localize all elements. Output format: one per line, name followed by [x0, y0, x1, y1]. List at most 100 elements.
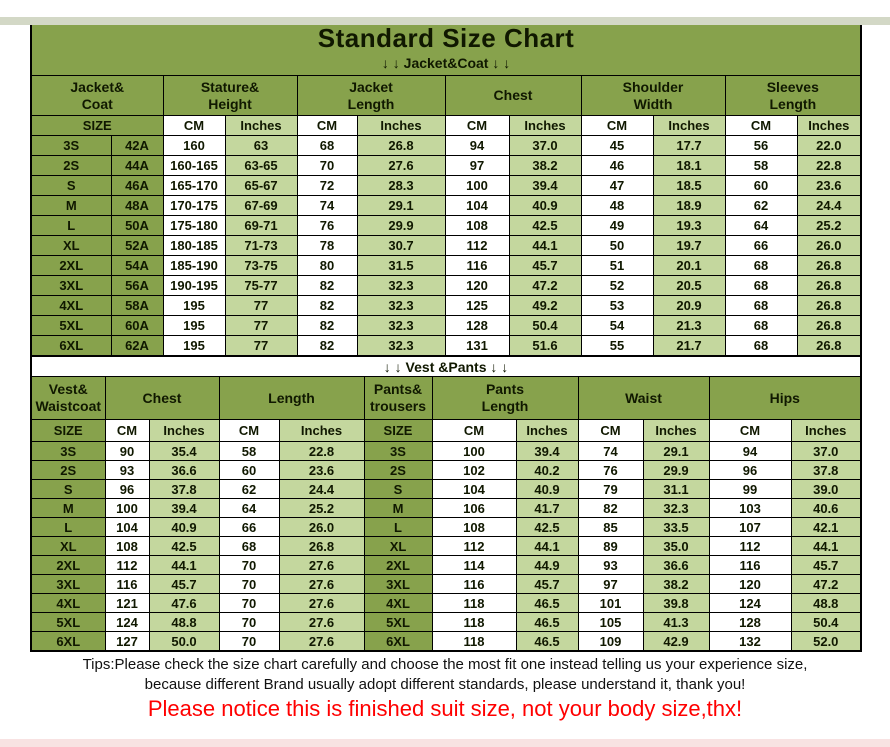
jacket-length-cm-cell: 70	[296, 155, 358, 176]
stature-cm-cell: 195	[162, 315, 226, 336]
table-row: 3XL 56A 190-195 75-77 82 32.3 120 47.2 52 20.5 68 2…	[30, 275, 862, 296]
pants-length-cm-cell: 118	[431, 612, 517, 632]
vest-length-cm-cell: 58	[218, 441, 280, 461]
shoulder-cm-cell: 52	[580, 275, 654, 296]
sleeves-cm-cell: 64	[724, 215, 798, 236]
waist-cm-cell: 101	[577, 593, 644, 613]
jacket-length-cm-cell: 76	[296, 215, 358, 236]
hips-inches-cell: 52.0	[790, 631, 862, 652]
waist-cm-cell: 89	[577, 536, 644, 556]
pants-size-cell: 3XL	[363, 574, 433, 594]
sleeves-inches-cell: 26.8	[796, 335, 862, 357]
vest-length-cm-cell: 68	[218, 536, 280, 556]
sleeves-cm-cell: 68	[724, 315, 798, 336]
chest-inches-cell: 51.6	[508, 335, 582, 357]
vest-size-cell: M	[30, 498, 106, 518]
chest-inches-cell: 40.9	[508, 195, 582, 216]
jacket-length-inches-cell: 26.8	[356, 135, 446, 156]
hips-inches-cell: 40.6	[790, 498, 862, 518]
shoulder-cm-cell: 48	[580, 195, 654, 216]
units-cm-header: CM	[218, 419, 280, 442]
stature-cm-cell: 180-185	[162, 235, 226, 256]
vest-size-cell: XL	[30, 536, 106, 556]
tips-text: Tips:Please check the size chart careful…	[0, 655, 890, 695]
table-row: XL 108 42.5 68 26.8 XL 112 44.1 89 35.0 112 44.1	[30, 536, 862, 556]
column-group-jacket-length: Jacket Length	[296, 75, 446, 116]
hips-cm-cell: 124	[708, 593, 792, 613]
stature-inches-cell: 63	[224, 135, 298, 156]
sleeves-inches-cell: 26.8	[796, 275, 862, 296]
vest-chest-inches-cell: 44.1	[148, 555, 220, 575]
vest-chest-cm-cell: 104	[104, 517, 150, 537]
hips-inches-cell: 45.7	[790, 555, 862, 575]
size-cell: 2XL	[30, 255, 112, 276]
pants-length-cm-cell: 118	[431, 593, 517, 613]
sleeves-cm-cell: 68	[724, 295, 798, 316]
size-cell: 6XL	[30, 335, 112, 357]
stature-inches-cell: 71-73	[224, 235, 298, 256]
shoulder-cm-cell: 45	[580, 135, 654, 156]
hips-cm-cell: 99	[708, 479, 792, 499]
shoulder-inches-cell: 20.9	[652, 295, 726, 316]
units-inches-header: Inches	[790, 419, 862, 442]
shoulder-inches-cell: 19.7	[652, 235, 726, 256]
vest-length-cm-cell: 60	[218, 460, 280, 480]
vest-divider-row: ↓ ↓ Vest &Pants ↓ ↓	[30, 355, 862, 377]
pants-size-cell: 3S	[363, 441, 433, 461]
sleeves-cm-cell: 68	[724, 335, 798, 357]
waist-cm-cell: 109	[577, 631, 644, 652]
pants-length-inches-cell: 44.9	[515, 555, 579, 575]
waist-inches-cell: 29.9	[642, 460, 710, 480]
stature-inches-cell: 65-67	[224, 175, 298, 196]
vest-size-cell: 5XL	[30, 612, 106, 632]
hips-cm-cell: 132	[708, 631, 792, 652]
vest-chest-cm-cell: 127	[104, 631, 150, 652]
jacket-table-body: 3S 42A 160 63 68 26.8 94 37.0 45 17.7 56 22.0 2S 44A 1…	[30, 135, 862, 357]
shoulder-cm-cell: 46	[580, 155, 654, 176]
vest-chest-inches-cell: 42.5	[148, 536, 220, 556]
vest-chest-cm-cell: 121	[104, 593, 150, 613]
vest-length-inches-cell: 23.6	[278, 460, 365, 480]
waist-cm-cell: 93	[577, 555, 644, 575]
stature-cm-cell: 175-180	[162, 215, 226, 236]
size-code-cell: 48A	[110, 195, 164, 216]
pants-length-inches-cell: 44.1	[515, 536, 579, 556]
size-code-cell: 56A	[110, 275, 164, 296]
pants-length-cm-cell: 112	[431, 536, 517, 556]
shoulder-cm-cell: 54	[580, 315, 654, 336]
stature-cm-cell: 160	[162, 135, 226, 156]
vest-length-inches-cell: 27.6	[278, 574, 365, 594]
waist-inches-cell: 31.1	[642, 479, 710, 499]
sleeves-cm-cell: 66	[724, 235, 798, 256]
chest-inches-cell: 47.2	[508, 275, 582, 296]
table-row: 4XL 121 47.6 70 27.6 4XL 118 46.5 101 39.8 124 48.8	[30, 593, 862, 613]
units-cm-header: CM	[296, 115, 358, 136]
waist-inches-cell: 42.9	[642, 631, 710, 652]
pants-length-cm-cell: 106	[431, 498, 517, 518]
waist-inches-cell: 41.3	[642, 612, 710, 632]
chest-inches-cell: 42.5	[508, 215, 582, 236]
jacket-length-inches-cell: 32.3	[356, 295, 446, 316]
stature-inches-cell: 69-71	[224, 215, 298, 236]
vest-chest-inches-cell: 50.0	[148, 631, 220, 652]
hips-cm-cell: 112	[708, 536, 792, 556]
units-cm-header: CM	[580, 115, 654, 136]
pants-length-cm-cell: 108	[431, 517, 517, 537]
units-cm-header: CM	[162, 115, 226, 136]
table-row: 6XL 62A 195 77 82 32.3 131 51.6 55 21.7 68 26.8	[30, 335, 862, 357]
jacket-length-cm-cell: 82	[296, 315, 358, 336]
jacket-length-inches-cell: 31.5	[356, 255, 446, 276]
size-cell: M	[30, 195, 112, 216]
hips-cm-cell: 116	[708, 555, 792, 575]
size-code-cell: 52A	[110, 235, 164, 256]
column-group-pants-trousers: Pants& trousers	[363, 376, 433, 420]
stature-cm-cell: 160-165	[162, 155, 226, 176]
sleeves-inches-cell: 26.8	[796, 255, 862, 276]
units-cm-header: CM	[577, 419, 644, 442]
sleeves-inches-cell: 24.4	[796, 195, 862, 216]
vest-pants-table: ↓ ↓ Vest &Pants ↓ ↓ Vest& Waistcoat Ches…	[30, 355, 863, 652]
vest-chest-cm-cell: 100	[104, 498, 150, 518]
pants-size-cell: 2S	[363, 460, 433, 480]
vest-length-inches-cell: 26.0	[278, 517, 365, 537]
vest-units-row: SIZE CM Inches CM Inches SIZE CM Inches …	[30, 419, 862, 442]
